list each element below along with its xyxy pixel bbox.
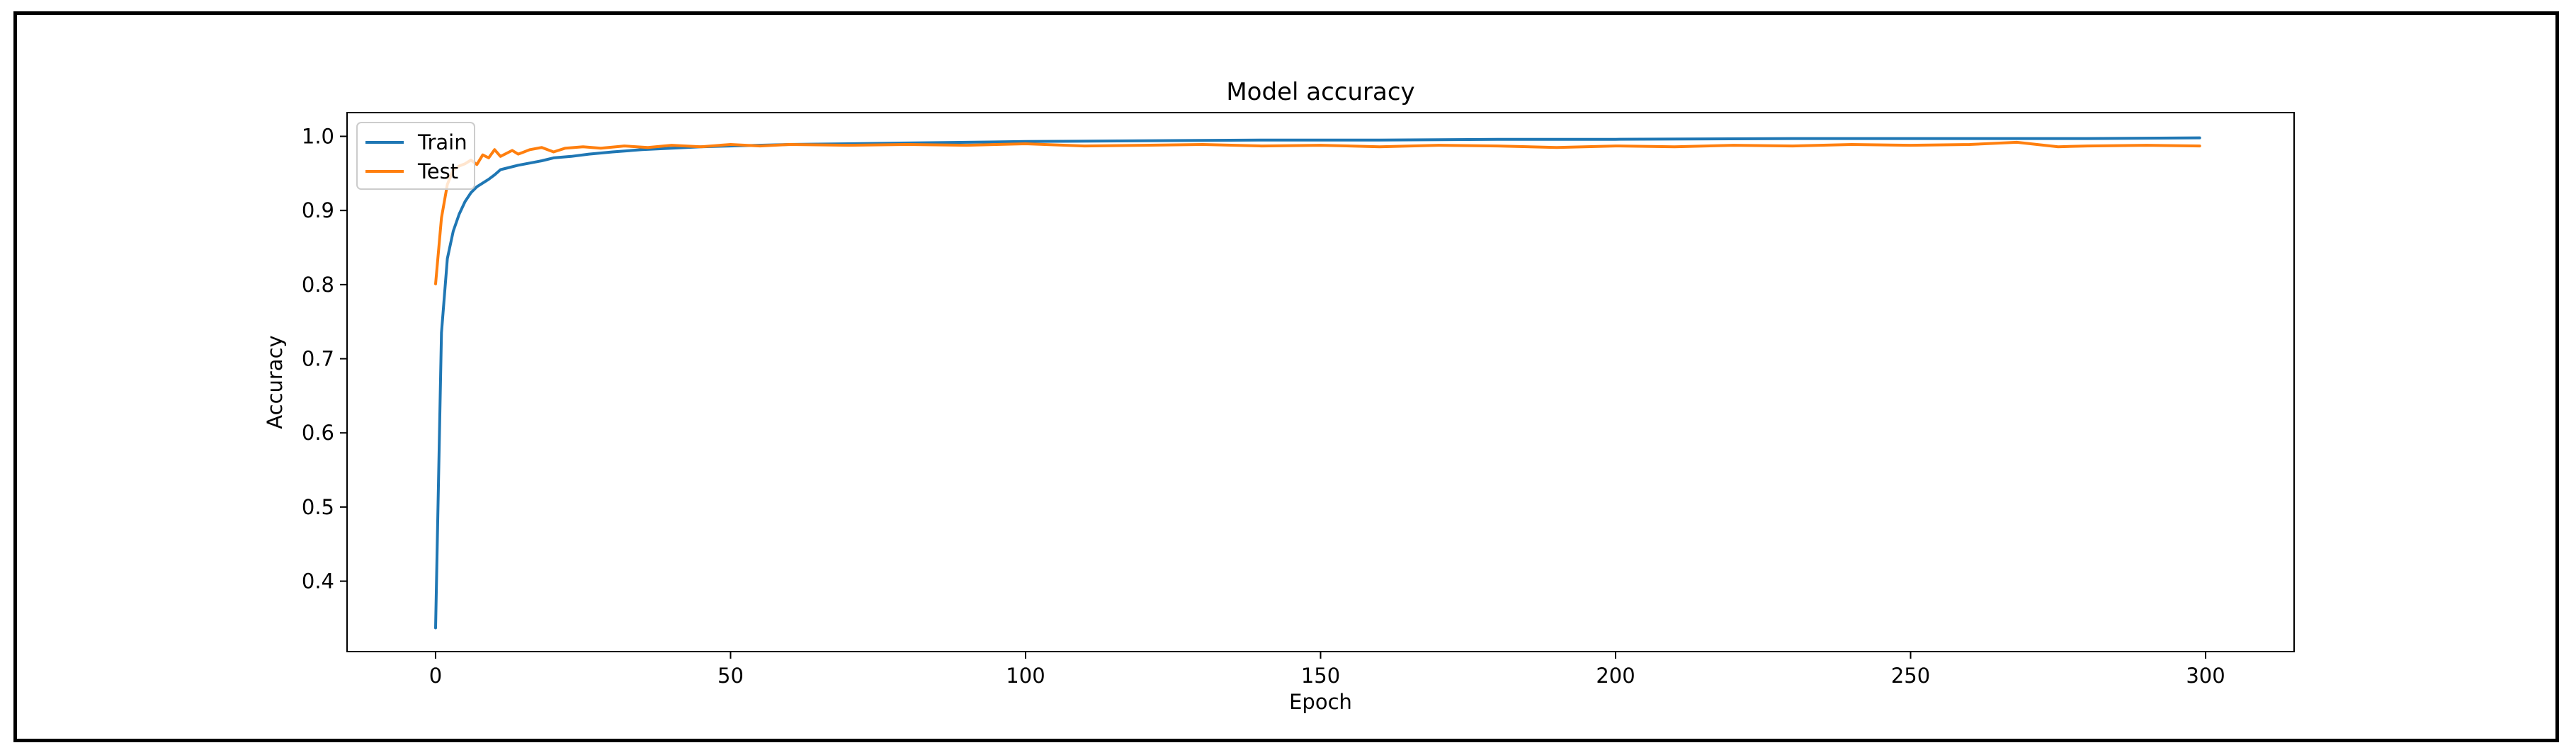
y-axis: 0.4 0.5 0.6 0.7 0.8 0.9 1.0 (302, 124, 347, 594)
legend: Train Test (356, 122, 475, 190)
x-tick-label: 300 (2186, 664, 2225, 688)
x-tick-label: 150 (1301, 664, 1340, 688)
y-tick-label: 0.6 (302, 421, 334, 445)
plot-area (346, 112, 2295, 652)
x-tick-label: 250 (1891, 664, 1930, 688)
y-tick-label: 0.7 (302, 347, 334, 371)
y-tick-label: 1.0 (302, 124, 334, 148)
legend-label-train: Train (417, 130, 467, 154)
series-line-train (434, 136, 2201, 630)
y-tick-label: 0.9 (302, 198, 334, 222)
series-line-test (434, 140, 2201, 285)
x-tick-label: 200 (1596, 664, 1635, 688)
x-axis-label: Epoch (1289, 690, 1352, 714)
x-tick-label: 50 (717, 664, 744, 688)
x-tick-label: 100 (1006, 664, 1045, 688)
y-tick-label: 0.5 (302, 495, 334, 519)
series-lines (434, 136, 2201, 630)
x-tick-label: 0 (429, 664, 442, 688)
legend-label-test: Test (417, 159, 458, 183)
chart-title: Model accuracy (1226, 78, 1414, 106)
y-axis-label: Accuracy (263, 335, 287, 428)
y-tick-label: 0.8 (302, 273, 334, 297)
y-tick-label: 0.4 (302, 569, 334, 594)
x-axis: 0 50 100 150 200 250 300 (429, 652, 2225, 688)
